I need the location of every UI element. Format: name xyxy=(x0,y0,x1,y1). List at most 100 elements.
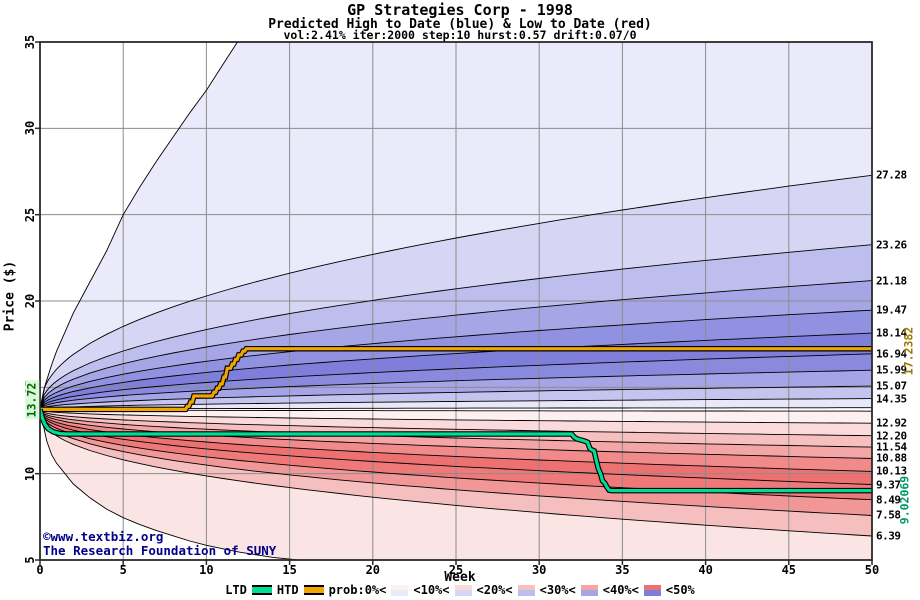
probability-boundary-line xyxy=(40,409,872,472)
legend-prob-label: <10%< xyxy=(413,583,450,597)
x-tick-label: 5 xyxy=(119,563,127,577)
high-prob-band-6 xyxy=(40,353,872,410)
right-price-label: 8.49 xyxy=(876,493,901,507)
legend: LTD HTD prob:0%< <10%< <20%< <30%< <40%< <50% xyxy=(0,584,920,596)
htd-line-swatch xyxy=(303,585,324,595)
probability-boundary-line xyxy=(40,385,872,410)
probability-boundary-line xyxy=(40,309,872,410)
right-price-label: 11.54 xyxy=(876,440,907,454)
high-prob-band-5 xyxy=(40,333,872,410)
low-prob-band-5 xyxy=(40,409,872,485)
swatch-low-half xyxy=(454,584,472,590)
swatch-high-half xyxy=(580,590,598,596)
low-prob-band-3 xyxy=(40,409,872,459)
swatch-low-half xyxy=(517,584,535,590)
probability-boundary-line xyxy=(40,244,872,410)
chart-subtitle: Predicted High to Date (blue) & Low to D… xyxy=(268,17,652,32)
x-tick-label: 0 xyxy=(36,563,44,577)
htd-final-label: 17.2382 xyxy=(901,326,916,376)
watermark-url: ©www.textbiz.org xyxy=(43,529,164,544)
probability-band-swatch xyxy=(517,584,535,596)
x-tick-label: 20 xyxy=(365,563,381,577)
right-price-label: 12.20 xyxy=(876,429,907,443)
ltd-line-swatch xyxy=(251,585,272,595)
right-price-label: 6.39 xyxy=(876,529,901,543)
probability-boundary-line xyxy=(40,332,872,410)
swatch-high-half xyxy=(391,590,409,596)
probability-band-swatch xyxy=(643,584,661,596)
probability-band-swatch xyxy=(391,584,409,596)
right-price-label: 27.28 xyxy=(876,168,907,182)
x-tick-label: 30 xyxy=(531,563,547,577)
swatch-high-half xyxy=(643,590,661,596)
probability-boundary-line xyxy=(40,174,872,410)
right-price-label: 15.99 xyxy=(876,363,907,377)
x-tick-label: 35 xyxy=(615,563,630,577)
swatch-low-half xyxy=(391,584,409,590)
legend-htd-label: HTD xyxy=(276,583,299,597)
chart-title: GP Strategies Corp - 1998 xyxy=(347,1,573,19)
y-tick-label: 25 xyxy=(23,207,37,222)
high-prob-band-2 xyxy=(40,244,872,410)
x-tick-label: 10 xyxy=(199,563,214,577)
x-tick-label: 15 xyxy=(282,563,297,577)
right-price-label: 10.88 xyxy=(876,451,907,465)
probability-boundary-line xyxy=(40,369,872,410)
probability-boundary-line xyxy=(40,409,872,516)
x-axis-title: Week xyxy=(444,570,476,585)
low-prob-band-4 xyxy=(40,409,872,472)
probability-boundary-line xyxy=(40,398,872,410)
x-tick-label: 40 xyxy=(698,563,713,577)
legend-prob-label: prob:0%< xyxy=(328,583,387,597)
chart-params: vol:2.41% iter:2000 step:10 hurst:0.57 d… xyxy=(283,28,637,42)
plot-area xyxy=(40,42,872,560)
probability-boundary-line xyxy=(40,409,872,537)
y-tick-label: 5 xyxy=(23,556,37,564)
legend-prob-label: <30%< xyxy=(539,583,576,597)
legend-ltd-label: LTD xyxy=(225,583,247,597)
x-tick-label: 50 xyxy=(864,563,880,577)
probability-boundary-line xyxy=(40,409,872,459)
x-tick-label: 25 xyxy=(448,563,464,577)
legend-prob-items: prob:0%< <10%< <20%< <30%< <40%< <50% xyxy=(329,584,695,596)
swatch-high-half xyxy=(454,590,472,596)
right-price-label: 10.13 xyxy=(876,464,907,478)
probability-boundary-line xyxy=(40,280,872,410)
y-tick-label: 20 xyxy=(23,293,37,309)
htd-line xyxy=(40,347,872,411)
ltd-line xyxy=(40,408,872,493)
probability-boundary-line xyxy=(40,409,303,560)
probability-boundary-line xyxy=(40,409,872,437)
right-price-label: 19.47 xyxy=(876,303,907,317)
legend-prob-label: <20%< xyxy=(476,583,513,597)
probability-boundary-line xyxy=(40,353,872,410)
y-tick-label: 35 xyxy=(23,34,37,50)
right-price-label: 16.94 xyxy=(876,347,907,361)
right-price-label: 9.37 xyxy=(876,478,901,492)
high-prob-band-3 xyxy=(40,280,872,410)
low-prob-band-6 xyxy=(40,409,872,500)
right-price-label: 14.35 xyxy=(876,392,907,406)
right-price-label: 18.14 xyxy=(876,326,907,340)
probability-band-swatch xyxy=(580,584,598,596)
probability-boundary-line xyxy=(40,42,238,410)
y-axis-title: Price ($) xyxy=(2,260,18,332)
probability-boundary-line xyxy=(40,408,872,424)
legend-prob-label: <50% xyxy=(665,583,695,597)
high-prob-band-1 xyxy=(40,175,872,410)
y-tick-label: 30 xyxy=(23,121,37,136)
x-tick-label: 45 xyxy=(781,563,797,577)
swatch-low-half xyxy=(643,584,661,590)
swatch-low-half xyxy=(580,584,598,590)
y-tick-label: 10 xyxy=(23,466,37,481)
right-price-label: 23.26 xyxy=(876,238,907,252)
right-price-label: 7.58 xyxy=(876,508,901,522)
right-price-label: 12.92 xyxy=(876,416,907,430)
low-prob-band-2 xyxy=(40,409,872,448)
right-price-label: 21.18 xyxy=(876,274,907,288)
watermark-org: The Research Foundation of SUNY xyxy=(43,543,277,558)
right-price-label: 15.07 xyxy=(876,379,907,393)
legend-prob-label: <40%< xyxy=(602,583,639,597)
